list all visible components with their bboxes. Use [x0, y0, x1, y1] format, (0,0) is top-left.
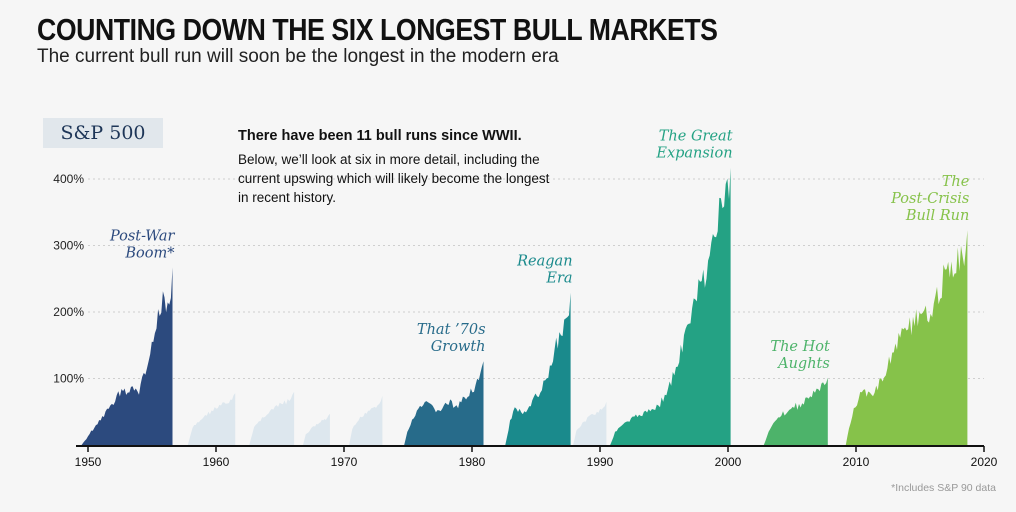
bull-run-label: The Post-Crisis Bull Run — [890, 174, 969, 224]
minor-bull-run-area — [187, 393, 236, 445]
x-tick-label: 2020 — [971, 455, 998, 469]
minor-bull-runs — [187, 391, 607, 445]
x-tick-label: 1980 — [459, 455, 486, 469]
bull-run-label: Post-War Boom* — [109, 228, 176, 261]
x-tick-label: 1970 — [331, 455, 358, 469]
bull-run-label-line: Reagan — [516, 254, 572, 270]
footnote: *Includes S&P 90 data — [891, 482, 996, 494]
bull-run-label-line: That ’70s — [417, 322, 486, 338]
bull-run-label: The Hot Aughts — [770, 339, 830, 372]
bull-run-area — [81, 267, 173, 445]
bull-run-area — [845, 230, 968, 445]
x-axis: 1950 1960 1970 1980 1990 2000 2010 2020 — [75, 445, 998, 469]
x-tick-label: 2000 — [715, 455, 742, 469]
era-labels: Post-War Boom* That ’70s Growth Reagan Era The… — [109, 129, 969, 372]
bull-run-label-line: Growth — [431, 339, 486, 355]
minor-bull-run-area — [249, 391, 295, 445]
intro-note: There have been 11 bull runs since WWII.… — [238, 127, 558, 207]
minor-bull-run-area — [303, 413, 330, 445]
bull-run-area — [610, 167, 731, 445]
x-tick-label: 1990 — [587, 455, 614, 469]
bull-run-area — [505, 292, 571, 445]
minor-bull-run-area — [573, 401, 607, 445]
page-subtitle: The current bull run will soon be the lo… — [37, 46, 559, 67]
note-body: Below, we’ll look at six in more detail,… — [238, 152, 550, 205]
bull-run-label-line: Post-Crisis — [890, 191, 969, 207]
y-tick-label: 400% — [53, 172, 84, 186]
bull-run-label: Reagan Era — [516, 254, 572, 287]
bull-run-label-line: The Great — [659, 129, 733, 145]
y-axis-ticks: 100% 200% 300% 400% — [53, 172, 84, 386]
bull-run-label-line: Boom* — [124, 245, 175, 261]
highlighted-bull-runs — [81, 167, 968, 445]
bull-run-label: That ’70s Growth — [417, 322, 486, 355]
bull-run-label-line: Expansion — [655, 146, 732, 162]
bull-run-label-line: Bull Run — [905, 208, 969, 224]
minor-bull-run-area — [349, 395, 383, 445]
bull-run-area — [404, 361, 484, 445]
grid-lines — [88, 178, 984, 379]
bull-run-area — [763, 377, 828, 445]
bull-run-label-line: Aughts — [776, 356, 830, 372]
y-tick-label: 200% — [53, 305, 84, 319]
index-badge: S&P 500 — [43, 118, 163, 148]
note-headline: There have been 11 bull runs since WWII. — [238, 128, 522, 144]
bull-run-label: The Great Expansion — [655, 129, 732, 162]
x-tick-label: 2010 — [843, 455, 870, 469]
x-tick-label: 1960 — [203, 455, 230, 469]
bull-run-label-line: Era — [545, 271, 572, 287]
y-tick-label: 100% — [53, 372, 84, 386]
page-title: COUNTING DOWN THE SIX LONGEST BULL MARKE… — [37, 12, 718, 47]
bull-run-label-line: Post-War — [109, 228, 176, 244]
bull-run-label-line: The — [942, 174, 970, 190]
y-tick-label: 300% — [53, 239, 84, 253]
x-tick-label: 1950 — [75, 455, 102, 469]
bull-run-label-line: The Hot — [770, 339, 830, 355]
